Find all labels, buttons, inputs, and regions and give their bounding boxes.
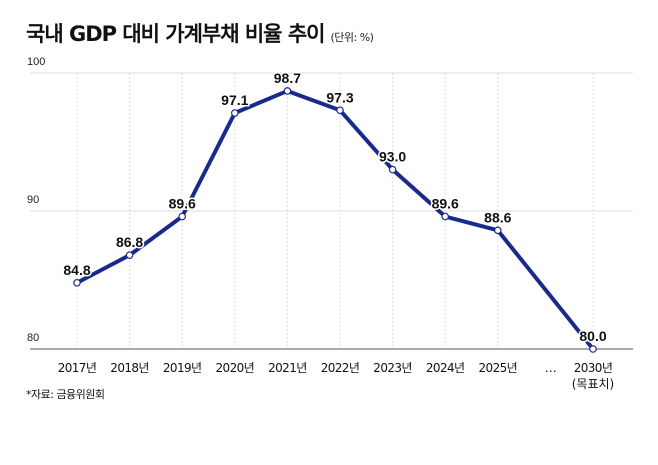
x-tick-label: 2018년 [110,361,149,375]
y-tick-label: 90 [27,194,39,206]
data-label: 97.3 [326,89,353,105]
y-tick-label: 100 [27,56,45,68]
series-line [76,88,595,351]
data-point [441,212,450,221]
data-point [231,109,239,117]
data-point [336,106,344,115]
x-tick-label: 2019년 [163,361,202,375]
x-tick-label: 2022년 [321,361,360,375]
data-point [178,212,187,221]
data-label: 89.6 [432,196,459,212]
title-text: 국내 GDP 대비 가계부채 비율 추이 [26,22,325,46]
data-label: 88.6 [484,209,511,225]
data-label: 89.6 [169,196,196,212]
data-point [283,87,292,95]
unit-label: (단위: %) [330,31,374,44]
data-label: 97.1 [221,92,248,108]
data-label: 84.8 [63,262,90,278]
x-tick-label: 2021년 [268,361,307,375]
data-point [388,165,397,174]
x-tick-label: 2020년 [216,361,255,375]
x-tick-label: … [545,361,556,375]
x-tick-sublabel: (목표치) [572,377,614,391]
x-tick-label: 2017년 [58,361,97,375]
data-point [73,278,81,287]
x-tick-label: 2030년 [574,361,613,375]
x-tick-label: 2024년 [426,361,465,375]
x-tick-label: 2025년 [479,361,518,375]
data-label: 86.8 [116,234,143,250]
data-label: 93.0 [379,149,406,165]
x-tick-label: 2023년 [373,361,412,375]
chart-title: 국내 GDP 대비 가계부채 비율 추이 (단위: %) [26,18,374,48]
data-point [125,251,134,259]
y-tick-label: 80 [27,332,39,344]
data-point [589,345,597,353]
data-label: 98.7 [274,70,301,86]
data-point [493,226,502,235]
data-label: 80.0 [579,328,606,344]
source-note: *자료: 금융위원회 [26,388,105,401]
